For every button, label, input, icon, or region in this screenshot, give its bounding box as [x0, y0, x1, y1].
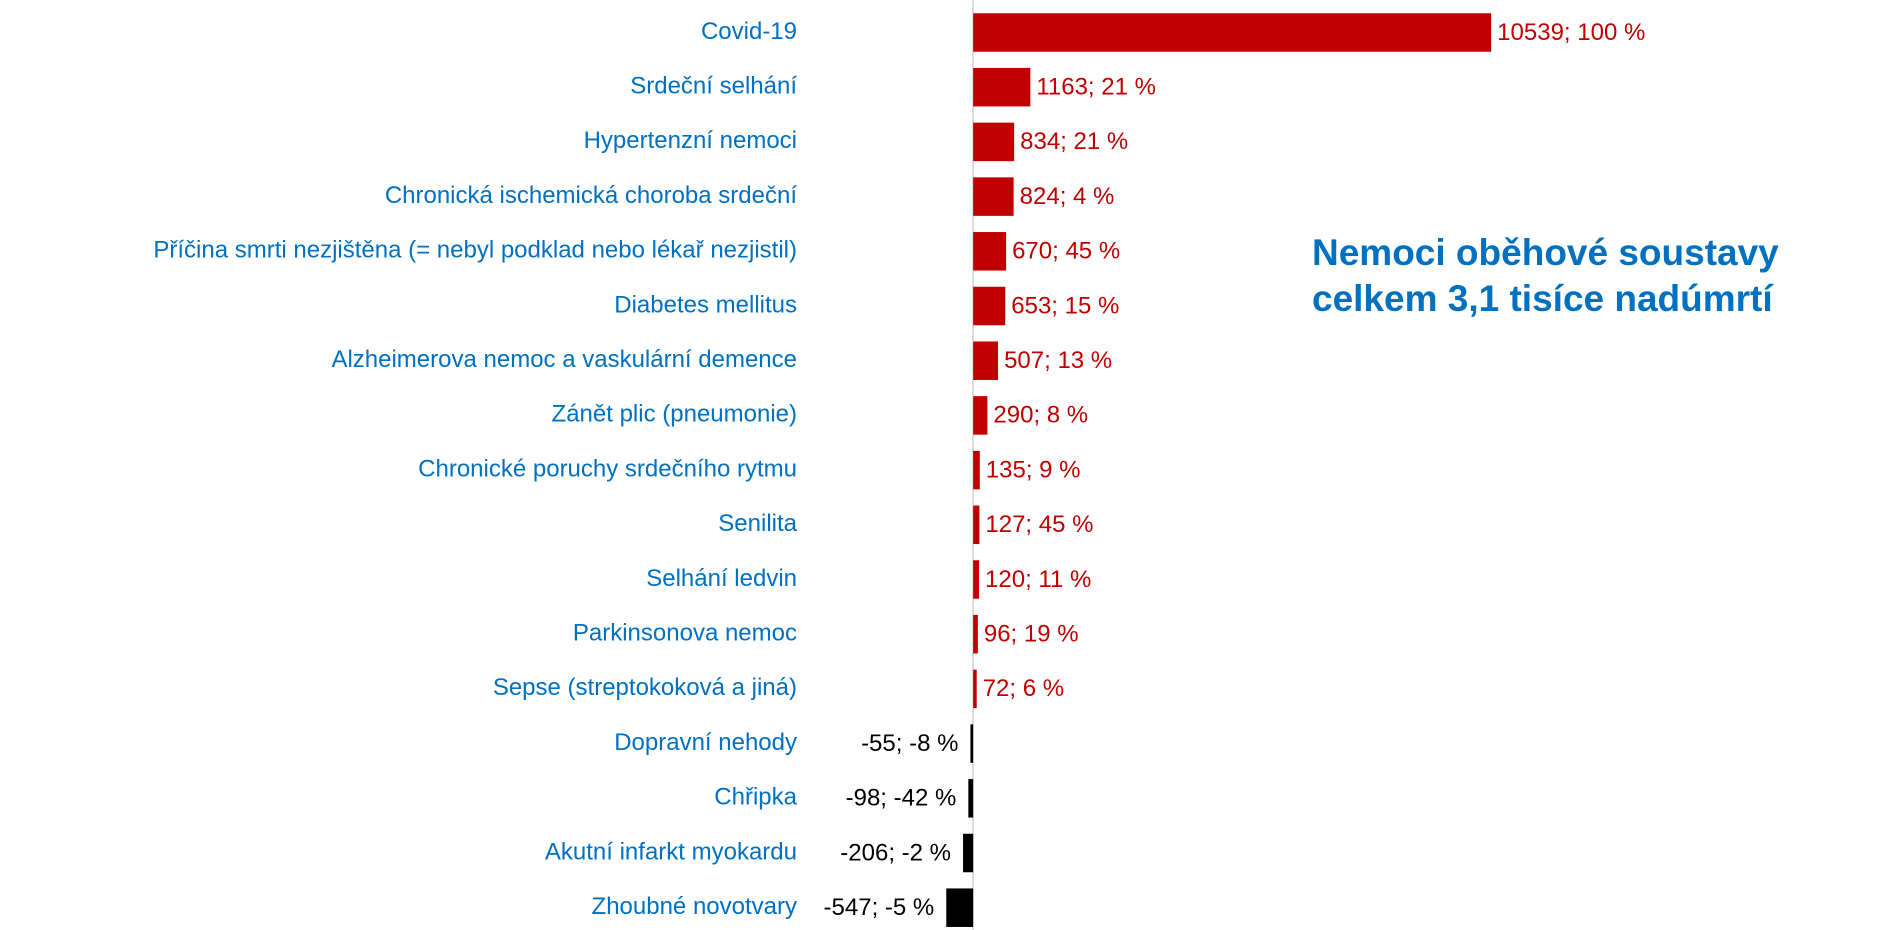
bar — [973, 232, 1007, 271]
value-label: 824; 4 % — [1020, 183, 1115, 210]
bar — [973, 122, 1015, 162]
value-label: -55; -8 % — [861, 730, 958, 757]
bar — [973, 177, 1014, 216]
category-label: Diabetes mellitus — [614, 291, 797, 318]
bar — [973, 13, 1492, 52]
bar — [973, 669, 977, 709]
bar — [973, 614, 978, 654]
value-label: 290; 8 % — [993, 402, 1088, 429]
value-label: 670; 45 % — [1012, 238, 1120, 265]
bar — [973, 560, 980, 599]
value-label: -547; -5 % — [824, 894, 935, 921]
category-label: Srdeční selhání — [630, 73, 797, 100]
bar — [973, 67, 1031, 107]
value-label: 135; 9 % — [986, 456, 1081, 483]
category-label: Sepse (streptokoková a jiná) — [493, 674, 797, 701]
value-label: 507; 13 % — [1004, 347, 1112, 374]
category-label: Akutní infarkt myokardu — [545, 838, 797, 865]
category-label: Zhoubné novotvary — [592, 893, 797, 920]
bar — [946, 888, 974, 927]
bar — [973, 341, 999, 380]
category-label: Zánět plic (pneumonie) — [552, 401, 797, 428]
value-label: -206; -2 % — [840, 839, 951, 866]
bar — [970, 724, 974, 763]
value-label: 96; 19 % — [984, 621, 1079, 648]
category-label: Dopravní nehody — [614, 729, 797, 756]
value-label: 834; 21 % — [1020, 128, 1128, 155]
category-label: Chřipka — [714, 784, 797, 811]
bar — [973, 450, 980, 490]
value-label: 72; 6 % — [983, 675, 1064, 702]
annotation: Nemoci oběhové soustavy — [1312, 232, 1779, 273]
value-label: -98; -42 % — [846, 785, 957, 812]
value-label: 127; 45 % — [985, 511, 1093, 538]
value-label: 653; 15 % — [1011, 292, 1119, 319]
category-label: Senilita — [718, 510, 797, 537]
bar — [973, 286, 1006, 326]
value-label: 120; 11 % — [985, 566, 1091, 593]
annotation: celkem 3,1 tisíce nadúmrtí — [1312, 278, 1774, 319]
bar — [968, 779, 974, 818]
category-label: Chronické poruchy srdečního rytmu — [418, 455, 797, 482]
bar — [963, 833, 974, 873]
category-label: Covid-19 — [701, 18, 797, 45]
value-label: 1163; 21 % — [1036, 74, 1156, 101]
category-label: Selhání ledvin — [646, 565, 797, 592]
category-label: Parkinsonova nemoc — [573, 620, 797, 647]
bar — [973, 396, 988, 435]
bar — [973, 505, 980, 545]
value-label: 10539; 100 % — [1497, 19, 1645, 46]
category-label: Chronická ischemická choroba srdeční — [385, 182, 798, 209]
category-label: Příčina smrti nezjištěna (= nebyl podkla… — [153, 237, 797, 264]
category-label: Alzheimerova nemoc a vaskulární demence — [331, 346, 797, 373]
category-label: Hypertenzní nemoci — [584, 127, 797, 154]
